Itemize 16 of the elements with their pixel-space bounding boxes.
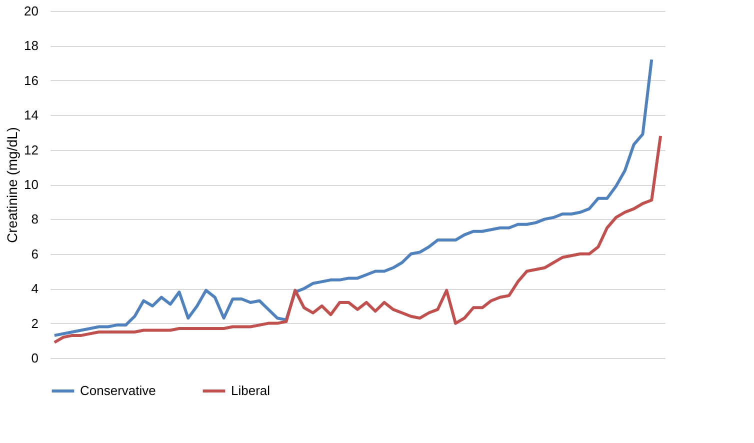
legend-label: Conservative bbox=[80, 383, 156, 398]
y-tick-label: 6 bbox=[31, 246, 38, 262]
y-tick-label: 14 bbox=[24, 108, 38, 123]
line-series bbox=[52, 134, 662, 344]
y-tick-label: 16 bbox=[24, 72, 38, 88]
y-tick-label: 2 bbox=[31, 316, 38, 331]
y-tick-label: 8 bbox=[31, 212, 38, 227]
y-tick-label: 10 bbox=[24, 177, 38, 192]
y-tick-label: 12 bbox=[24, 142, 38, 158]
y-axis-title: Creatinine (mg/dL) bbox=[4, 127, 20, 243]
y-tick-label: 0 bbox=[31, 350, 38, 366]
y-tick-label: 20 bbox=[24, 4, 38, 18]
y-tick-label: 4 bbox=[31, 281, 38, 296]
legend-label: Liberal bbox=[231, 383, 270, 398]
y-tick-label: 18 bbox=[24, 38, 38, 54]
line-series bbox=[52, 58, 654, 337]
